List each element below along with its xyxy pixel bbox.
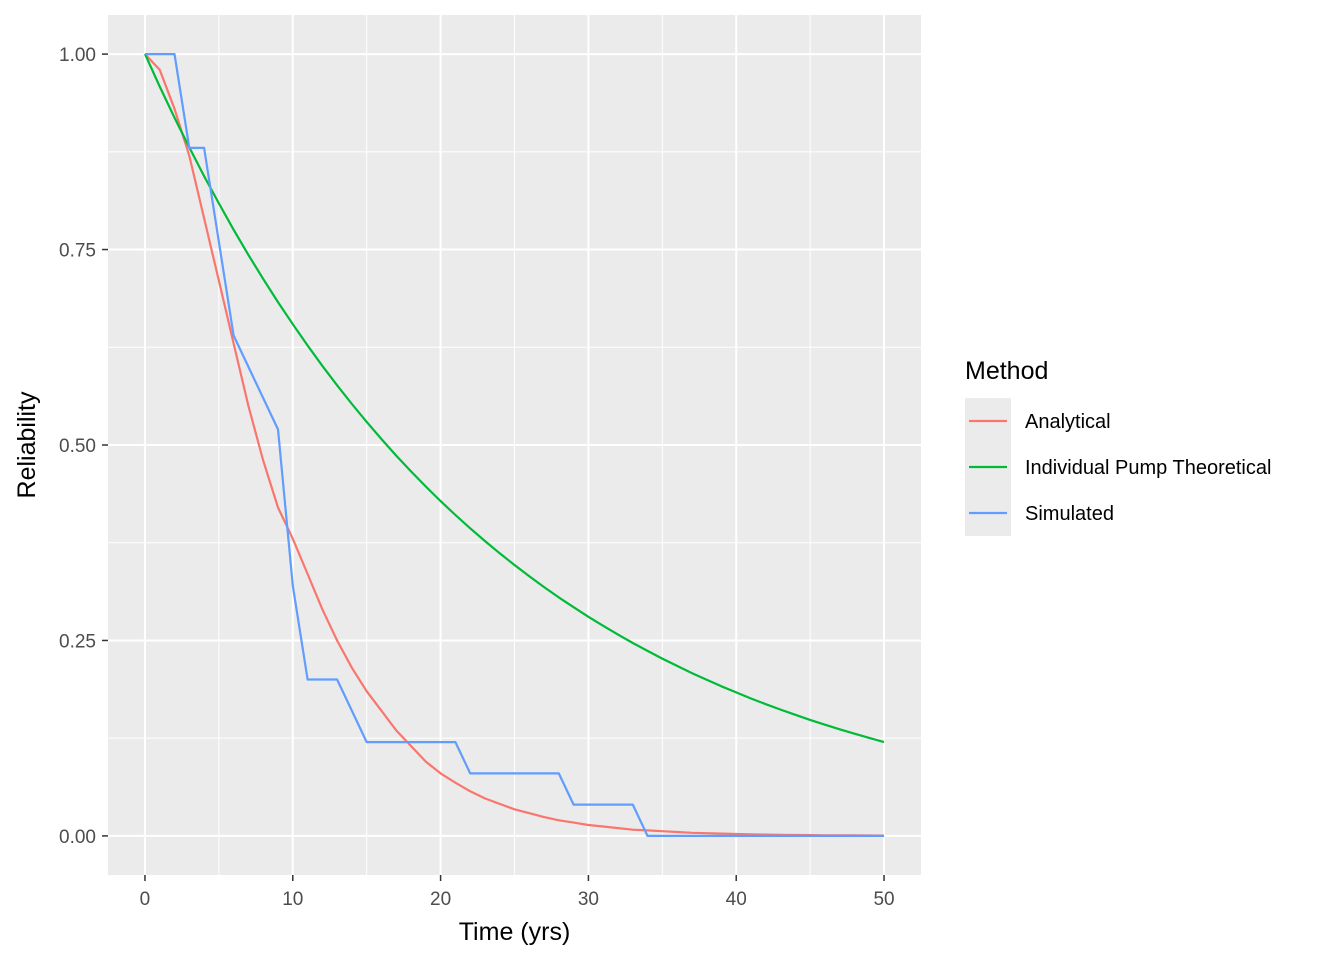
x-tick-label: 0	[140, 889, 151, 910]
legend-label-analytical: Analytical	[1025, 411, 1111, 433]
y-tick-label: 0.75	[59, 241, 96, 262]
y-tick-label: 1.00	[59, 45, 96, 66]
x-tick-label: 40	[726, 889, 747, 910]
series-line-analytical	[144, 53, 885, 837]
legend: Method Analytical Individual Pump Theoret…	[965, 357, 1271, 536]
major-gridlines	[108, 15, 921, 875]
legend-label-simulated: Simulated	[1025, 503, 1114, 525]
x-tick-label: 50	[873, 889, 894, 910]
legend-keys: Analytical Individual Pump Theoretical Sim…	[965, 398, 1271, 536]
x-tick-label: 20	[430, 889, 451, 910]
series-line-simulated	[145, 52, 884, 838]
y-axis-title: Reliability	[13, 391, 41, 498]
x-tick-label: 30	[578, 889, 599, 910]
x-axis-title: Time (yrs)	[459, 918, 571, 946]
x-axis: 0 10 20 30 40 50	[140, 875, 895, 910]
y-axis: 0.00 0.25 0.50 0.75 1.00	[59, 45, 108, 848]
x-tick-label: 10	[282, 889, 303, 910]
series-line-individual-pump-theoretical	[143, 53, 885, 744]
series-layer	[143, 52, 885, 838]
legend-label-individual-pump-theoretical: Individual Pump Theoretical	[1025, 457, 1271, 479]
y-tick-label: 0.00	[59, 827, 96, 848]
legend-title: Method	[965, 357, 1048, 385]
y-tick-label: 0.25	[59, 631, 96, 652]
y-tick-label: 0.50	[59, 436, 96, 457]
